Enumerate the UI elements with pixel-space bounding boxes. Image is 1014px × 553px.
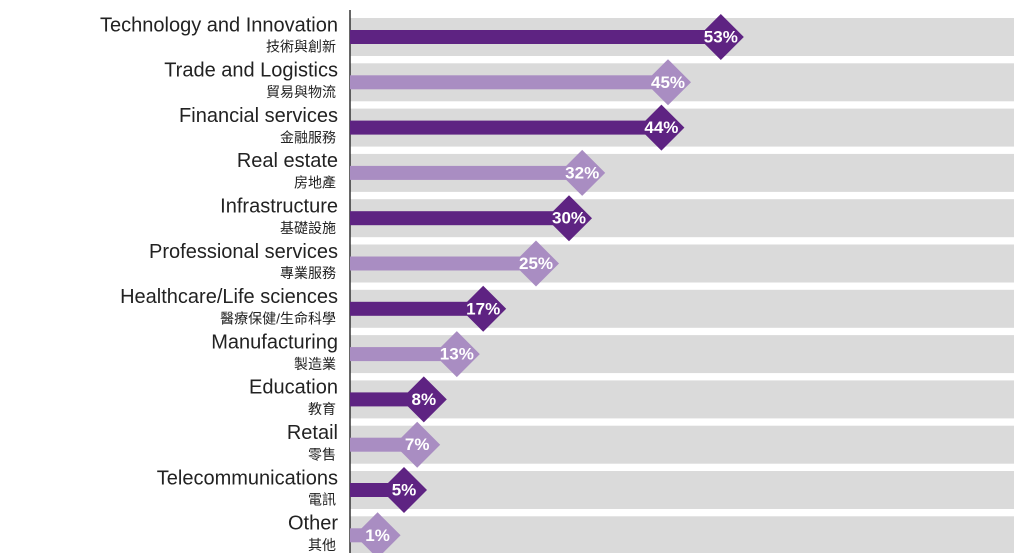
- category-label: Technology and Innovation: [100, 14, 338, 36]
- bar: [350, 120, 662, 135]
- category-label: Professional services: [149, 241, 338, 263]
- category-label: Healthcare/Life sciences: [120, 286, 338, 308]
- value-diamond: [513, 240, 559, 287]
- category-sublabel: 醫療保健/生命科學: [220, 311, 336, 327]
- value-label: 25%: [519, 254, 553, 273]
- value-diamond: [645, 59, 691, 106]
- bar: [350, 347, 457, 362]
- value-label: 44%: [644, 118, 678, 137]
- category-sublabel: 金融服務: [280, 129, 336, 145]
- value-label: 17%: [466, 299, 500, 318]
- bar: [350, 30, 721, 44]
- value-diamond: [394, 421, 441, 468]
- row-band: [350, 471, 1014, 509]
- bar: [350, 165, 583, 180]
- category-sublabel: 技術與創新: [266, 39, 336, 55]
- value-label: 45%: [651, 73, 685, 92]
- category-sublabel: 其他: [308, 537, 336, 553]
- bar: [350, 301, 484, 316]
- value-diamond: [559, 149, 606, 196]
- category-sublabel: 基礎設施: [280, 220, 336, 236]
- category-label: Real estate: [237, 150, 338, 172]
- value-diamond: [460, 285, 507, 332]
- category-label: Telecommunications: [157, 467, 338, 489]
- category-sublabel: 電訊: [308, 492, 336, 508]
- category-label: Financial services: [179, 105, 338, 127]
- value-label: 7%: [405, 435, 430, 454]
- row-band: [350, 516, 1014, 553]
- value-diamond: [638, 104, 685, 151]
- category-sublabel: 房地產: [294, 175, 336, 191]
- value-label: 13%: [440, 345, 474, 364]
- category-sublabel: 零售: [308, 446, 336, 462]
- value-diamond: [354, 512, 401, 553]
- category-label: Education: [249, 377, 338, 399]
- value-diamond: [697, 14, 744, 60]
- category-sublabel: 專業服務: [280, 265, 336, 281]
- value-label: 32%: [565, 163, 599, 182]
- value-diamond: [400, 376, 447, 423]
- category-sublabel: 貿易與物流: [266, 84, 336, 100]
- category-label: Other: [288, 513, 338, 535]
- value-label: 5%: [392, 480, 417, 499]
- category-label: Trade and Logistics: [164, 60, 338, 82]
- value-label: 53%: [704, 27, 738, 46]
- row-band: [350, 380, 1014, 419]
- category-label: Retail: [287, 422, 338, 444]
- value-diamond: [433, 331, 480, 378]
- bar: [350, 75, 668, 90]
- category-label: Infrastructure: [220, 195, 338, 217]
- value-diamond: [381, 467, 427, 513]
- value-label: 30%: [552, 209, 586, 228]
- category-sublabel: 教育: [308, 401, 336, 417]
- row-band: [350, 425, 1014, 464]
- value-label: 1%: [365, 526, 390, 545]
- category-sublabel: 製造業: [294, 356, 336, 372]
- bar: [350, 256, 536, 271]
- bar: [350, 211, 569, 226]
- value-diamond: [546, 195, 592, 242]
- category-label: Manufacturing: [211, 331, 338, 353]
- value-label: 8%: [412, 390, 437, 409]
